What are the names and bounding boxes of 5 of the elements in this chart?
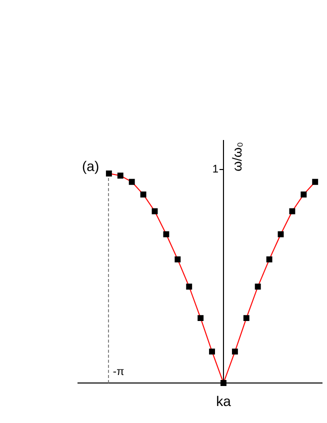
x-axis-title: ka <box>216 392 232 409</box>
annotation: 1 <box>212 164 218 176</box>
y-axis-title: ω/ω₀ <box>230 142 245 172</box>
text: (a) <box>82 158 100 174</box>
annotation: -π <box>112 366 125 378</box>
